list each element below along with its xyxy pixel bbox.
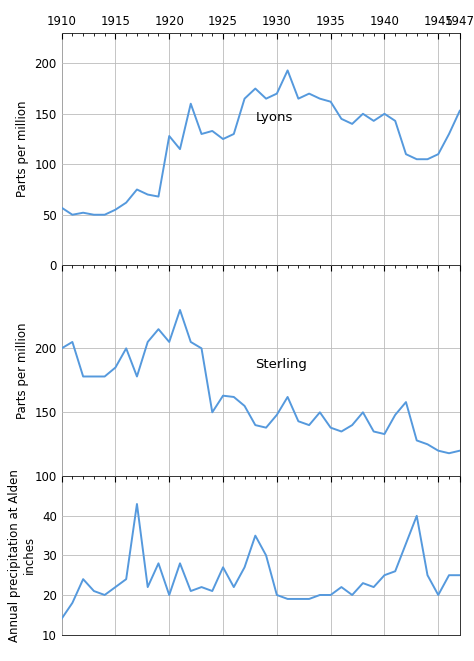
Y-axis label: Parts per million: Parts per million xyxy=(16,101,29,198)
Text: Sterling: Sterling xyxy=(255,358,307,371)
Y-axis label: Annual precipitation at Alden
inches: Annual precipitation at Alden inches xyxy=(9,469,36,642)
Y-axis label: Parts per million: Parts per million xyxy=(16,323,29,419)
Text: Lyons: Lyons xyxy=(255,111,292,124)
